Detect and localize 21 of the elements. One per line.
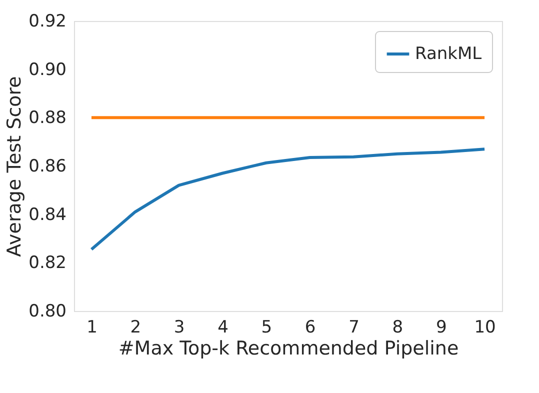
y-axis-title: Average Test Score bbox=[4, 76, 26, 257]
x-tick-label: 10 bbox=[474, 318, 496, 338]
x-tick-label: 8 bbox=[392, 318, 404, 338]
y-tick-label: 0.86 bbox=[28, 156, 66, 176]
legend-label: RankML bbox=[415, 44, 482, 64]
y-tick-label: 0.80 bbox=[28, 302, 66, 322]
x-tick-label: 1 bbox=[86, 318, 98, 338]
y-tick-label: 0.88 bbox=[28, 108, 66, 128]
x-tick-label: 6 bbox=[304, 318, 316, 338]
x-tick-label: 5 bbox=[261, 318, 272, 338]
y-tick-label: 0.82 bbox=[28, 253, 66, 274]
y-tick-label: 0.92 bbox=[28, 12, 66, 32]
x-axis-title: #Max Top-k Recommended Pipeline bbox=[118, 338, 459, 360]
y-tick-label: 0.84 bbox=[28, 204, 66, 225]
x-tick-label: 4 bbox=[218, 318, 228, 338]
x-tick-label: 2 bbox=[130, 318, 142, 338]
x-tick-label: 9 bbox=[436, 318, 447, 338]
y-tick-label: 0.90 bbox=[28, 60, 66, 80]
x-tick-label: 3 bbox=[174, 318, 185, 338]
x-tick-label: 7 bbox=[348, 318, 360, 338]
line-series bbox=[90, 148, 486, 251]
